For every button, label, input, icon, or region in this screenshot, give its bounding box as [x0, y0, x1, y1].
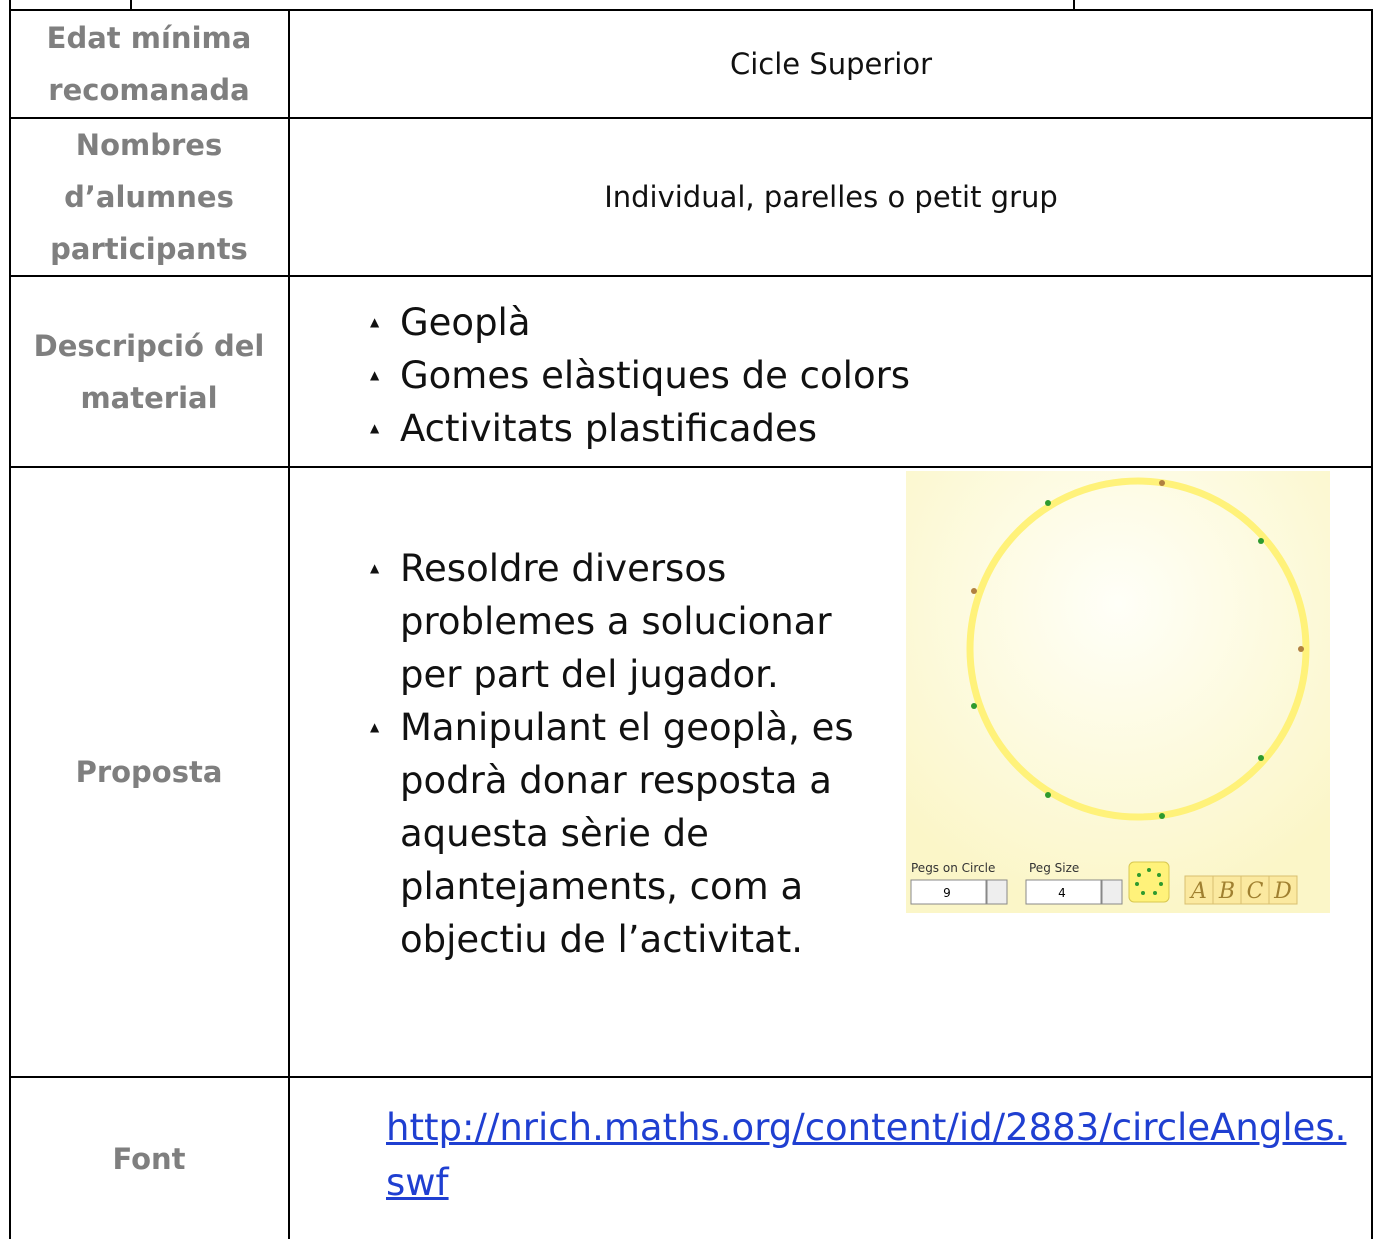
item-list: Pegs on Circle Peg Size 9 4 A B C D Reso… — [370, 471, 1370, 966]
list-item: Manipulant el geoplà, es podrà donar res… — [370, 701, 1370, 966]
row-value: Cicle Superior — [729, 47, 933, 81]
border — [9, 0, 11, 1239]
border — [9, 275, 1373, 277]
row-label: Nombres d’alumnes participants — [50, 128, 248, 266]
border — [1371, 10, 1373, 1239]
border — [288, 10, 290, 1239]
source-link[interactable]: http://nrich.maths.org/content/id/2883/c… — [386, 1106, 1347, 1204]
list-item: Resoldre diversos problemes a solucionar… — [370, 542, 1370, 701]
list-item: Activitats plastificades — [370, 402, 910, 455]
border — [9, 1076, 1373, 1078]
row-label: Descripció del material — [33, 328, 265, 415]
list-item: Gomes elàstiques de colors — [370, 349, 910, 402]
row-label: Font — [112, 1141, 186, 1176]
item-list: Geoplà Gomes elàstiques de colors Activi… — [370, 296, 910, 455]
border — [9, 466, 1373, 468]
border — [130, 0, 132, 10]
border — [9, 117, 1373, 119]
border — [1073, 0, 1075, 10]
row-label: Edat mínima recomanada — [46, 21, 252, 107]
border — [9, 9, 1373, 11]
link-cell: http://nrich.maths.org/content/id/2883/c… — [386, 1100, 1361, 1210]
list-item: Geoplà — [370, 296, 910, 349]
row-value: Individual, parelles o petit grup — [604, 180, 1058, 214]
row-label: Proposta — [75, 755, 223, 789]
